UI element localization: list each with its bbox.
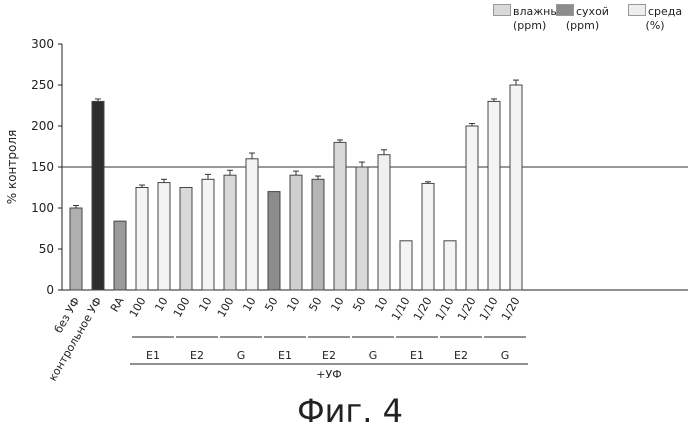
legend-unit-dry: (ppm) (556, 19, 609, 33)
bar (334, 142, 346, 290)
x-tick-label: 1/20 (455, 295, 479, 323)
figure-caption: Фиг. 4 (0, 392, 700, 430)
group-label: E1 (146, 349, 160, 362)
group-label: E1 (278, 349, 292, 362)
legend-swatch-wet (493, 4, 511, 16)
bar (70, 208, 82, 290)
group-label: E1 (410, 349, 424, 362)
x-tick-label: 1/10 (389, 295, 413, 323)
bar (290, 175, 302, 290)
legend-item-dry: сухой (ppm) (556, 4, 609, 33)
x-tick-label: 10 (240, 295, 258, 314)
bar (92, 101, 104, 290)
bar (180, 188, 192, 291)
legend-label-dry: сухой (576, 5, 609, 18)
bar (246, 159, 258, 290)
group-label: E2 (322, 349, 336, 362)
supergroup-label: +УФ (316, 368, 341, 381)
x-tick-label: 100 (127, 295, 149, 320)
x-tick-label: 50 (350, 295, 368, 314)
bar (224, 175, 236, 290)
legend-item-medium: среда (%) (628, 4, 682, 33)
x-tick-label: 10 (152, 295, 170, 314)
y-tick-label: 50 (39, 242, 54, 256)
bar (202, 179, 214, 290)
x-tick-label: 50 (306, 295, 324, 314)
x-tick-label: 1/20 (411, 295, 435, 323)
bar (444, 241, 456, 290)
x-tick-label: 1/10 (433, 295, 457, 323)
y-tick-label: 200 (31, 119, 54, 133)
x-tick-label: 100 (171, 295, 193, 320)
legend-label-medium: среда (648, 5, 682, 18)
bar (136, 188, 148, 291)
legend-swatch-medium (628, 4, 646, 16)
x-tick-label: 1/20 (499, 295, 523, 323)
bar (378, 155, 390, 290)
y-tick-label: 150 (31, 160, 54, 174)
legend-swatch-dry (556, 4, 574, 16)
x-tick-label: 10 (196, 295, 214, 314)
group-label: G (369, 349, 378, 362)
x-tick-label: 10 (328, 295, 346, 314)
bar (422, 183, 434, 290)
group-label: E2 (190, 349, 204, 362)
bar (400, 241, 412, 290)
x-tick-label: RA (108, 295, 127, 315)
legend-unit-medium: (%) (628, 19, 682, 33)
bar (268, 192, 280, 290)
bar (312, 179, 324, 290)
x-tick-label: 100 (215, 295, 237, 320)
bar (114, 221, 126, 290)
bar (466, 126, 478, 290)
x-tick-label: 10 (284, 295, 302, 314)
bar (158, 183, 170, 290)
y-tick-label: 300 (31, 37, 54, 51)
group-label: G (501, 349, 510, 362)
x-tick-label: 50 (262, 295, 280, 314)
bar (510, 85, 522, 290)
bar (488, 101, 500, 290)
group-label: E2 (454, 349, 468, 362)
bar (356, 167, 368, 290)
x-tick-label: 10 (372, 295, 390, 314)
y-tick-label: 0 (46, 283, 54, 297)
y-tick-label: 250 (31, 78, 54, 92)
group-label: G (237, 349, 246, 362)
x-tick-label: 1/10 (477, 295, 501, 323)
y-tick-label: 100 (31, 201, 54, 215)
y-axis-label: % контроля (5, 130, 19, 205)
